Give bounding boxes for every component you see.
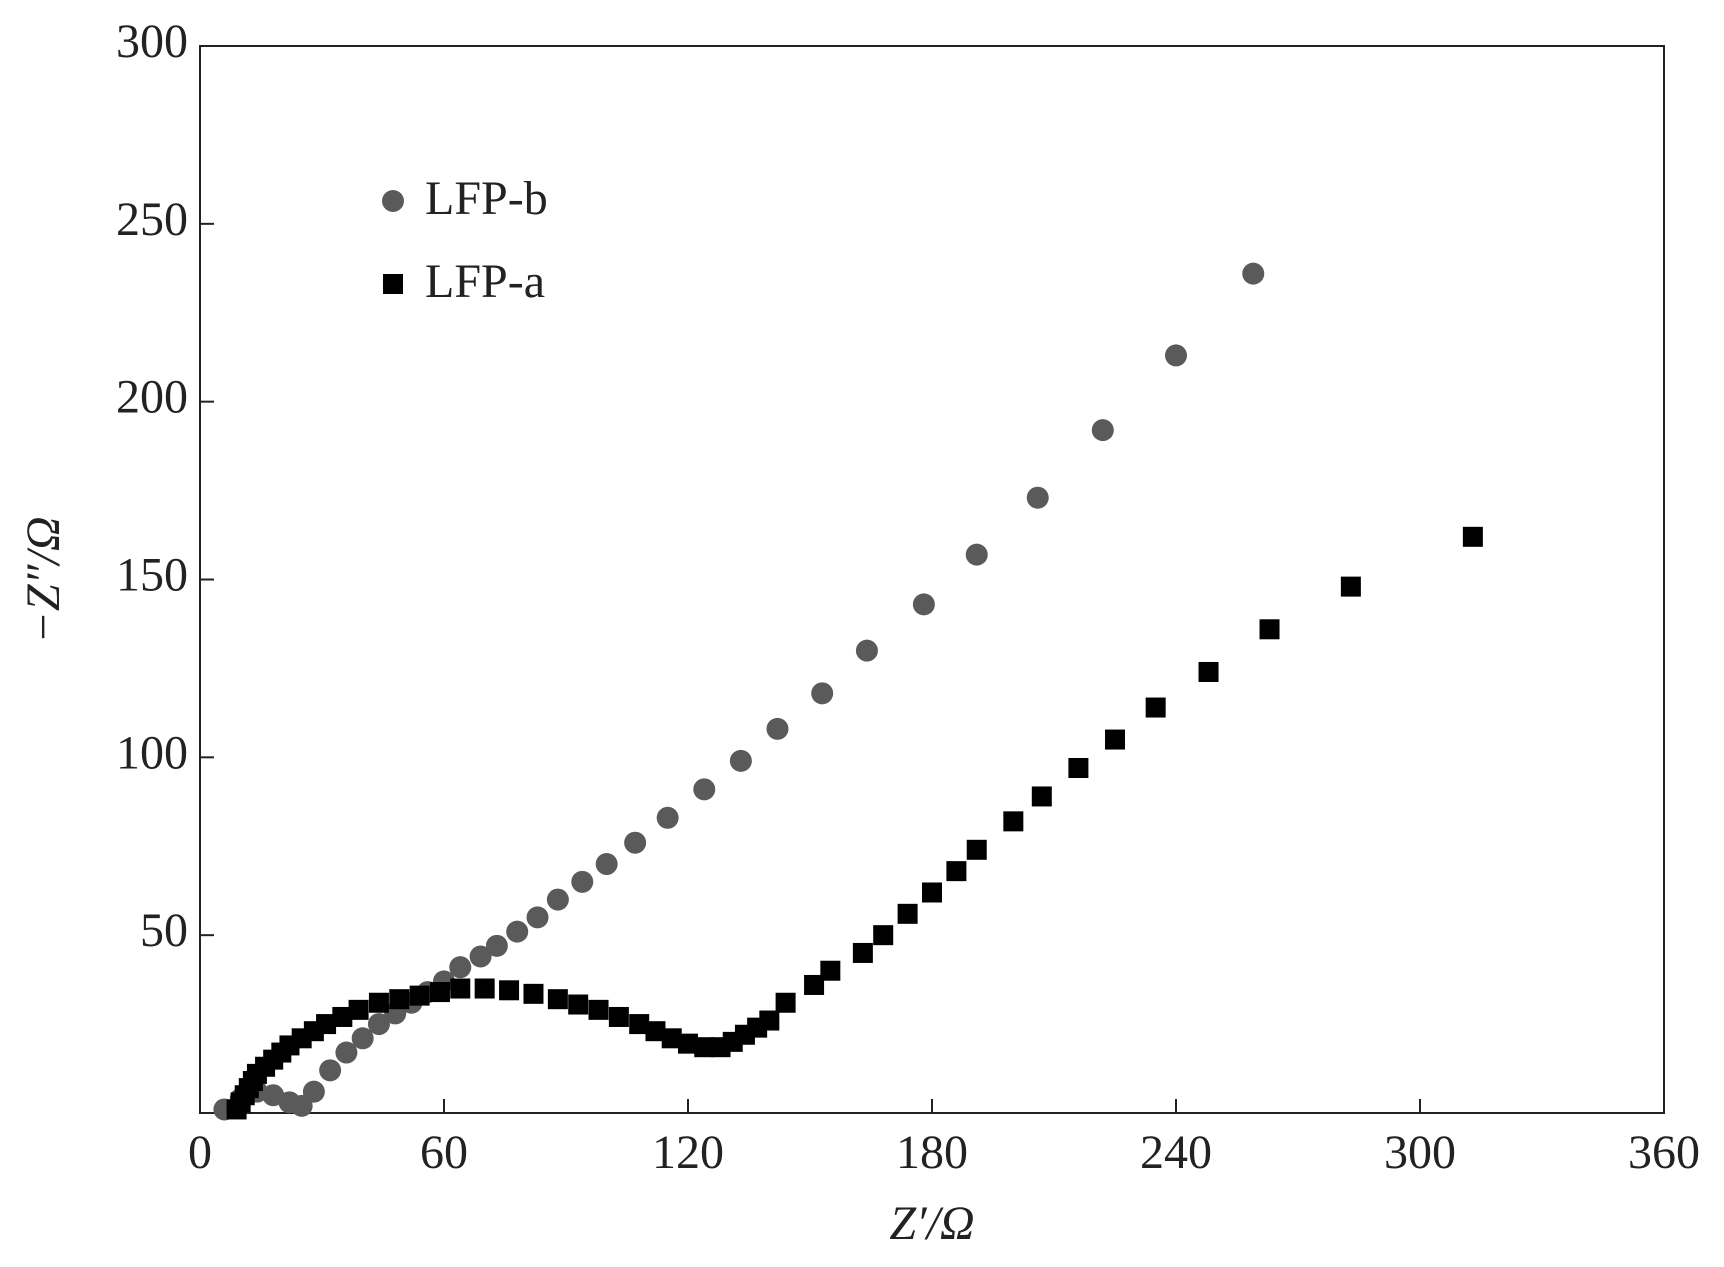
data-point (897, 903, 918, 924)
data-point (588, 999, 609, 1020)
data-point (316, 1014, 337, 1035)
data-point (766, 717, 789, 740)
data-point (852, 942, 873, 963)
data-point (661, 1028, 682, 1049)
data-point (1105, 729, 1125, 750)
data-point (820, 960, 841, 981)
y-tick-label: 300 (116, 15, 188, 68)
data-point (912, 593, 935, 616)
data-point (319, 1059, 342, 1082)
data-point (368, 992, 389, 1013)
data-point (1145, 697, 1166, 718)
data-point (624, 831, 647, 854)
data-point (1031, 786, 1052, 807)
y-tick-label: 250 (116, 193, 188, 246)
data-point (1068, 758, 1089, 779)
data-point (656, 806, 679, 829)
data-point (485, 934, 508, 957)
data-point (429, 982, 450, 1003)
data-point (811, 682, 834, 705)
legend-marker (383, 274, 403, 294)
data-point (1026, 486, 1049, 509)
data-point (629, 1014, 650, 1035)
data-point (855, 639, 878, 662)
y-tick-label: 200 (116, 371, 188, 424)
x-tick-label: 180 (896, 1126, 968, 1179)
data-point (474, 978, 495, 999)
data-point (335, 1041, 358, 1064)
data-point (1242, 262, 1265, 285)
x-tick-label: 240 (1140, 1126, 1212, 1179)
y-tick-label: 50 (140, 904, 188, 957)
data-point (1003, 811, 1024, 832)
data-point (409, 985, 430, 1006)
data-point (1091, 419, 1114, 442)
data-point (678, 1033, 698, 1054)
data-point (571, 870, 594, 893)
data-point (965, 543, 988, 566)
data-point (1462, 526, 1483, 547)
data-point (351, 1027, 374, 1050)
data-point (694, 1037, 715, 1058)
x-tick-label: 60 (420, 1126, 468, 1179)
x-tick-label: 120 (652, 1126, 724, 1179)
data-point (804, 974, 825, 995)
data-point (946, 861, 967, 882)
data-point (449, 956, 472, 979)
data-point (775, 992, 796, 1013)
legend-label: LFP-a (425, 255, 545, 308)
data-point (332, 1006, 353, 1027)
x-tick-label: 300 (1384, 1126, 1456, 1179)
data-point (450, 978, 471, 999)
data-point (290, 1094, 313, 1117)
data-point (348, 999, 369, 1020)
legend-label: LFP-b (425, 172, 548, 225)
y-tick-label: 150 (116, 549, 188, 602)
y-axis-label: −Z″/Ω (17, 516, 70, 643)
data-point (595, 853, 618, 876)
data-point (729, 749, 752, 772)
data-point (546, 888, 569, 911)
legend-marker (382, 190, 404, 212)
data-point (506, 920, 529, 943)
data-point (873, 925, 894, 946)
data-point (608, 1006, 629, 1027)
data-point (523, 983, 544, 1004)
data-point (922, 882, 942, 903)
data-point (568, 994, 589, 1015)
data-point (645, 1021, 666, 1042)
data-point (367, 1013, 390, 1036)
y-tick-label: 100 (116, 726, 188, 779)
data-point (469, 945, 492, 968)
data-point (547, 989, 568, 1010)
plot-frame (199, 45, 1665, 1114)
data-point (693, 778, 716, 801)
x-tick-label: 360 (1628, 1126, 1700, 1179)
data-point (389, 989, 410, 1010)
data-point (1340, 576, 1361, 597)
data-point (1259, 619, 1280, 640)
data-point (1165, 344, 1187, 367)
data-point (1198, 661, 1219, 682)
data-point (966, 839, 987, 860)
x-tick-label: 0 (188, 1126, 212, 1179)
data-point (526, 906, 549, 929)
data-point (302, 1080, 325, 1103)
data-point (499, 980, 520, 1001)
data-point (759, 1010, 780, 1031)
x-axis-label: Z′/Ω (889, 1197, 974, 1250)
